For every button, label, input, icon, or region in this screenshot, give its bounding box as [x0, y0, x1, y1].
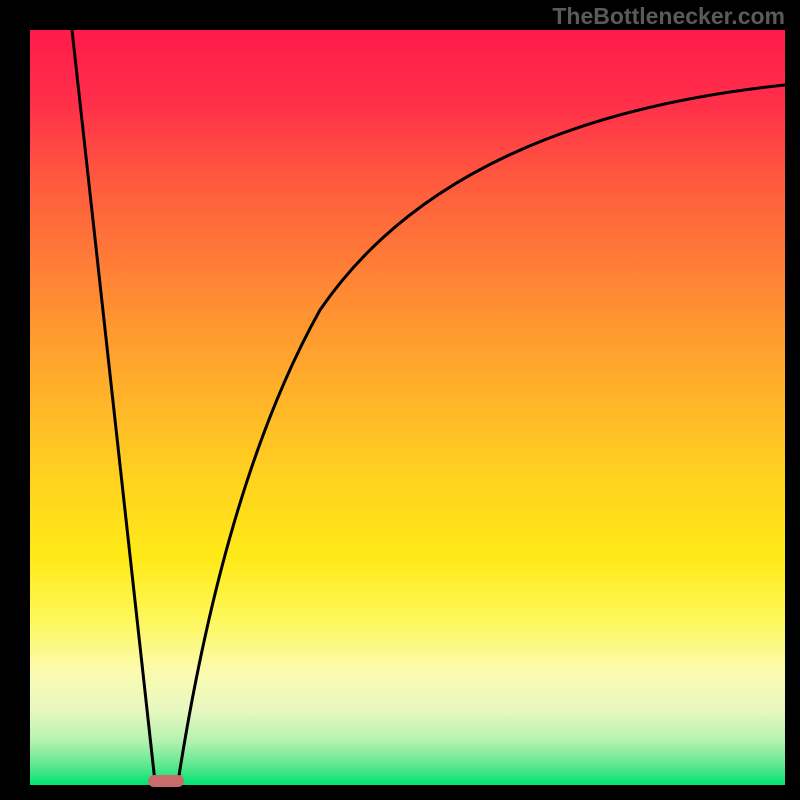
plot-area — [30, 30, 785, 785]
curve-layer — [30, 30, 785, 785]
left-curve — [72, 30, 155, 782]
watermark-text: TheBottlenecker.com — [552, 3, 785, 30]
right-curve — [178, 85, 785, 782]
optimum-marker — [148, 775, 184, 787]
chart-container: TheBottlenecker.com — [0, 0, 800, 800]
